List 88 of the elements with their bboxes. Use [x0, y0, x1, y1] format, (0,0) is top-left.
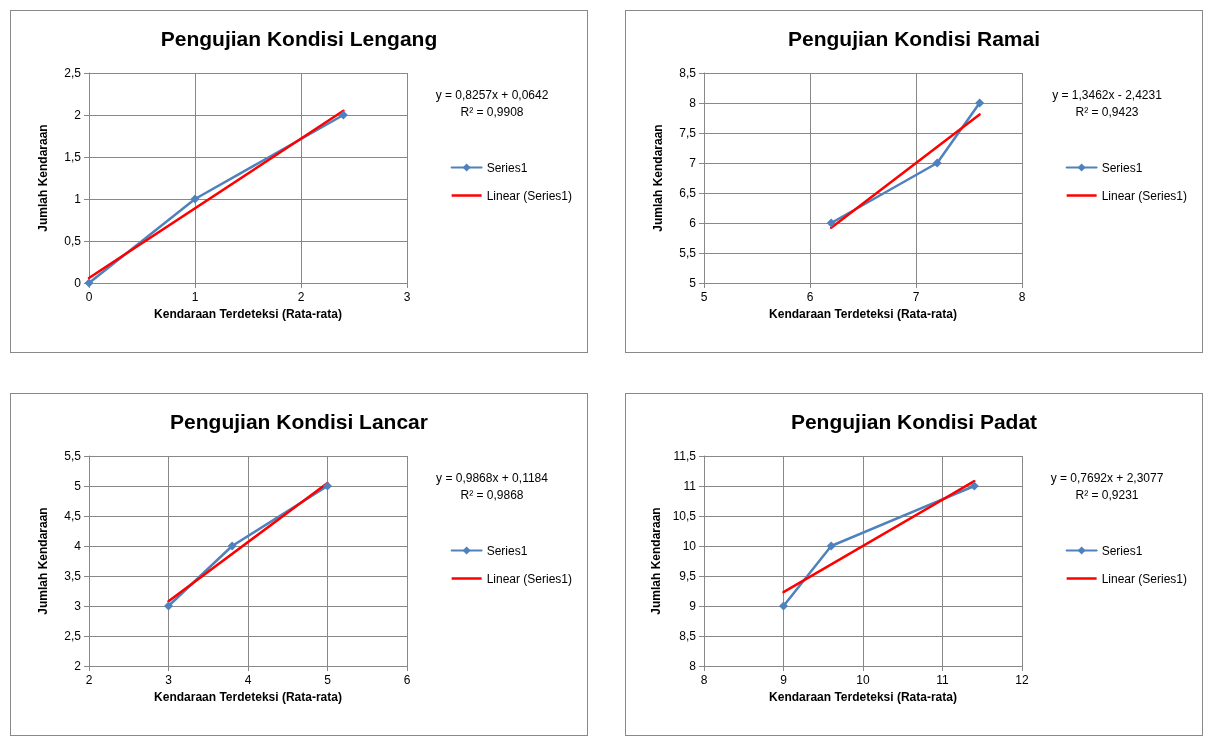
y-tick-label: 4 [74, 539, 82, 553]
y-axis-title: Jumlah Kendaraan [36, 507, 50, 615]
x-axis-title: Kendaraan Terdeteksi (Rata-rata) [154, 689, 342, 704]
y-tick-label: 5,5 [64, 449, 82, 463]
x-tick-label: 5 [324, 673, 332, 687]
chart-title: Pengujian Kondisi Padat [790, 410, 1038, 433]
y-tick-label: 0 [74, 276, 82, 290]
x-tick-label: 9 [780, 673, 788, 687]
point [323, 481, 332, 491]
text: y = 0,9868x + 0,1184 [436, 471, 549, 485]
x-tick-label: 4 [244, 673, 252, 687]
y-tick-label: 0,5 [64, 234, 82, 248]
chart-title: Pengujian Kondisi Ramai [787, 27, 1041, 50]
text: y = 0,8257x + 0,0642 [435, 88, 549, 102]
point [826, 218, 836, 228]
y-tick-label: 5 [74, 479, 82, 493]
text: R² = 0,9231 [1075, 488, 1139, 502]
y-tick-label: 2,5 [64, 66, 82, 80]
y-tick-label: 8 [689, 96, 697, 110]
x-tick-label: 0 [85, 290, 93, 304]
y-axis-title: Jumlah Kendaraan [36, 124, 50, 232]
y-tick-label: 4,5 [64, 509, 82, 523]
y-tick-label: 3,5 [64, 569, 82, 583]
legend-label: Linear (Series1) [1101, 188, 1187, 203]
legend-label: Series1 [486, 160, 528, 175]
legend-label: Linear (Series1) [1101, 571, 1187, 586]
y-tick-label: 11 [683, 479, 697, 493]
x-axis-title: Kendaraan Terdeteksi (Rata-rata) [769, 689, 957, 704]
x-tick-label: 12 [1015, 673, 1029, 687]
text: y = 1,3462x - 2,4231 [1052, 88, 1163, 102]
x-tick-label: 10 [856, 673, 870, 687]
y-tick-label: 5,5 [679, 246, 697, 260]
y-tick-label: 6 [689, 216, 697, 230]
y-tick-label: 2 [74, 659, 82, 673]
y-tick-label: 9,5 [679, 569, 697, 583]
y-axis-title: Jumlah Kendaraan [648, 507, 663, 615]
x-tick-label: 7 [912, 290, 920, 304]
point [975, 98, 985, 108]
y-tick-label: 2 [74, 108, 82, 122]
point [190, 194, 200, 204]
y-tick-label: 8,5 [679, 629, 697, 643]
y-tick-label: 2,5 [64, 629, 82, 643]
legend-label: Series1 [486, 543, 528, 558]
y-tick-label: 1 [74, 192, 82, 206]
chart-title: Pengujian Kondisi Lancar [170, 410, 428, 433]
y-tick-label: 9 [689, 599, 697, 613]
legend-label: Series1 [1101, 160, 1143, 175]
y-tick-label: 1,5 [64, 150, 82, 164]
text: R² = 0,9868 [460, 488, 524, 502]
legend-label: Linear (Series1) [486, 571, 572, 586]
x-tick-label: 3 [165, 673, 173, 687]
point [779, 601, 788, 611]
x-tick-label: 3 [403, 290, 411, 304]
point [969, 481, 979, 491]
point [338, 110, 348, 120]
x-tick-label: 6 [403, 673, 411, 687]
y-tick-label: 10,5 [672, 509, 697, 523]
y-tick-label: 7 [689, 156, 697, 170]
point [826, 541, 836, 551]
x-tick-label: 6 [806, 290, 814, 304]
x-tick-label: 2 [85, 673, 93, 687]
legend-label: Series1 [1101, 543, 1143, 558]
x-tick-label: 8 [1018, 290, 1026, 304]
x-axis-title: Kendaraan Terdeteksi (Rata-rata) [154, 306, 342, 321]
chart-title: Pengujian Kondisi Lengang [160, 27, 438, 50]
text: R² = 0,9423 [1075, 105, 1139, 119]
point [932, 158, 942, 168]
y-tick-label: 10 [682, 539, 697, 553]
y-tick-label: 11,5 [673, 449, 697, 463]
point [84, 278, 94, 288]
x-tick-label: 8 [700, 673, 708, 687]
y-tick-label: 6,5 [679, 186, 697, 200]
point [227, 541, 237, 551]
text: y = 0,7692x + 2,3077 [1050, 471, 1164, 485]
y-axis-title: Jumlah Kendaraan [651, 124, 665, 232]
point [164, 601, 173, 611]
x-tick-label: 1 [191, 290, 199, 304]
x-tick-label: 11 [936, 673, 950, 687]
y-tick-label: 8,5 [679, 66, 697, 80]
x-axis-title: Kendaraan Terdeteksi (Rata-rata) [769, 306, 957, 321]
y-tick-label: 8 [689, 659, 697, 673]
x-tick-label: 2 [297, 290, 305, 304]
legend-label: Linear (Series1) [486, 188, 572, 203]
y-tick-label: 3 [74, 599, 82, 613]
x-tick-label: 5 [700, 290, 708, 304]
y-tick-label: 7,5 [679, 126, 697, 140]
text: R² = 0,9908 [460, 105, 524, 119]
y-tick-label: 5 [689, 276, 697, 290]
